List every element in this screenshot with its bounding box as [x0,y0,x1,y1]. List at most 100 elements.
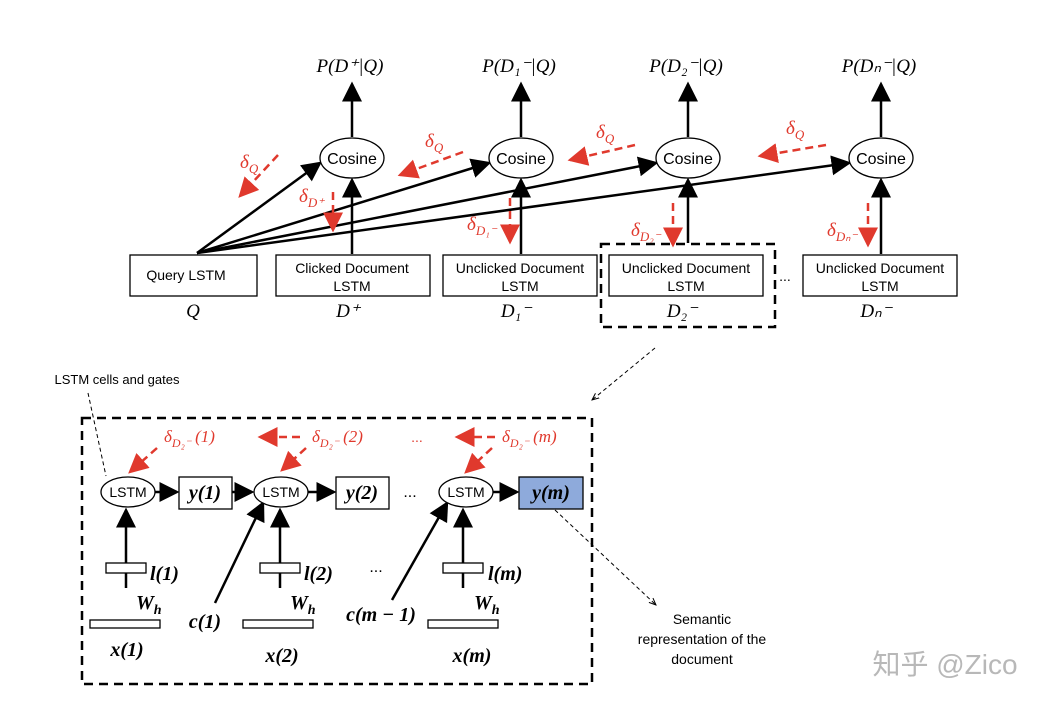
layers: l(1) l(2) l(m) Wh Wh Wh x(1) x(2) x(m) c… [89,559,522,667]
lstm-cell [100,476,156,508]
box-label: LSTM [861,278,898,294]
output-box [518,476,584,510]
cosine-node [848,137,914,179]
box-label: LSTM [333,278,370,294]
layer-label: l(m) [488,563,522,585]
cells: LSTM LSTM LSTM y(1) y(2) y(m) ... [100,476,584,510]
arrow [196,156,659,255]
doc-gradient: δD⁺ [299,186,325,210]
gradient-arrow [757,143,827,163]
watermark: 知乎 @Zico [872,649,1017,680]
subscript: D⁺ [307,195,325,210]
cosine-label: Cosine [327,151,377,168]
argument: (m) [533,427,557,446]
subscript: Q [249,161,259,176]
argument: (1) [195,427,215,446]
detail-gradients: δD₂⁻ (1) δD₂⁻ (2) δD₂⁻ (m) ... [128,427,557,474]
box [129,254,258,297]
input-label: x(2) [264,645,298,667]
arrow [196,158,492,255]
box-symbol: D⁺ [335,301,362,322]
symbol: δ [312,427,321,446]
gradient-arrow [280,447,307,472]
note: document [671,651,733,667]
annotation-line [87,392,107,477]
input-label: x(1) [109,639,143,661]
box-symbol: D₁⁻ [500,301,533,322]
layer-label: l(2) [304,563,333,585]
output-box [335,476,390,510]
subscript: Dₙ⁻ [835,229,859,244]
ellipsis: ... [411,429,423,445]
context-label: c(m − 1) [346,604,416,626]
box [802,254,958,297]
cosine-label: Cosine [663,151,713,168]
cosine-label: Cosine [856,151,906,168]
probability: P(D₁⁻|Q) [481,56,556,77]
note: Semantic [673,611,731,627]
symbol: W [290,592,309,614]
symbol: δ [467,214,477,235]
detail-box [80,416,594,686]
weight: Wh [136,592,162,618]
query-gradient: δQ [596,122,615,146]
output-label: y(2) [344,482,378,504]
layer-label: l(1) [150,563,179,585]
weight: Wh [290,592,316,618]
highlight-box [599,242,777,329]
doc-gradient: δDₙ⁻ [827,220,858,244]
doc-gradient: δD₁⁻ [467,214,498,238]
box-label: LSTM [667,278,704,294]
argument: (2) [343,427,363,446]
box-symbol: Q [186,301,200,322]
cosine-node [319,137,385,179]
subscript: h [308,603,316,618]
query-gradient: δQ [786,118,805,142]
input-box [427,619,499,629]
arrow [196,161,323,255]
probability-labels: P(D⁺|Q) P(D₁⁻|Q) P(D₂⁻|Q) P(Dₙ⁻|Q) [316,56,917,77]
input-box [242,619,314,629]
gradient-arrow [464,447,493,474]
arrows [196,81,891,255]
weight: Wh [474,592,500,618]
box-label: Unclicked Document [622,260,750,276]
box [608,254,764,297]
query-gradient: δQ [240,152,259,176]
ellipsis: ... [403,484,416,501]
input-label: x(m) [452,645,492,667]
symbol: δ [786,118,796,139]
subscript: D₂⁻ [319,436,341,450]
subscript: D₂⁻ [171,436,193,450]
cell-gradient: δD₂⁻ (m) [502,427,557,450]
pointer [554,509,656,605]
symbol: δ [631,220,641,241]
symbol: δ [596,122,606,143]
cell-gradient: δD₂⁻ (2) [312,427,363,450]
gradient-arrow [397,150,464,179]
symbol: δ [425,131,435,152]
symbol: W [136,592,155,614]
gradient-arrow [567,143,636,166]
subscript: D₂⁻ [639,229,662,244]
box-label: Unclicked Document [816,260,944,276]
output-label: y(1) [187,482,221,504]
layer-box [259,562,301,574]
symbol: δ [240,152,250,173]
context-label: c(1) [189,611,221,633]
output-label: y(m) [530,482,570,504]
probability: P(D⁺|Q) [316,56,384,77]
symbol: δ [299,186,309,207]
gradient-arrow [128,447,158,474]
doc-gradient: δD₂⁻ [631,220,662,244]
cosine-label: Cosine [496,151,546,168]
ellipsis: ... [779,268,791,284]
cosine-node [488,137,554,179]
box [442,254,598,297]
cell-label: LSTM [262,484,299,500]
symbol: W [474,592,493,614]
ellipsis: ... [369,559,382,576]
note: representation of the [638,631,767,647]
cosine-node [655,137,721,179]
